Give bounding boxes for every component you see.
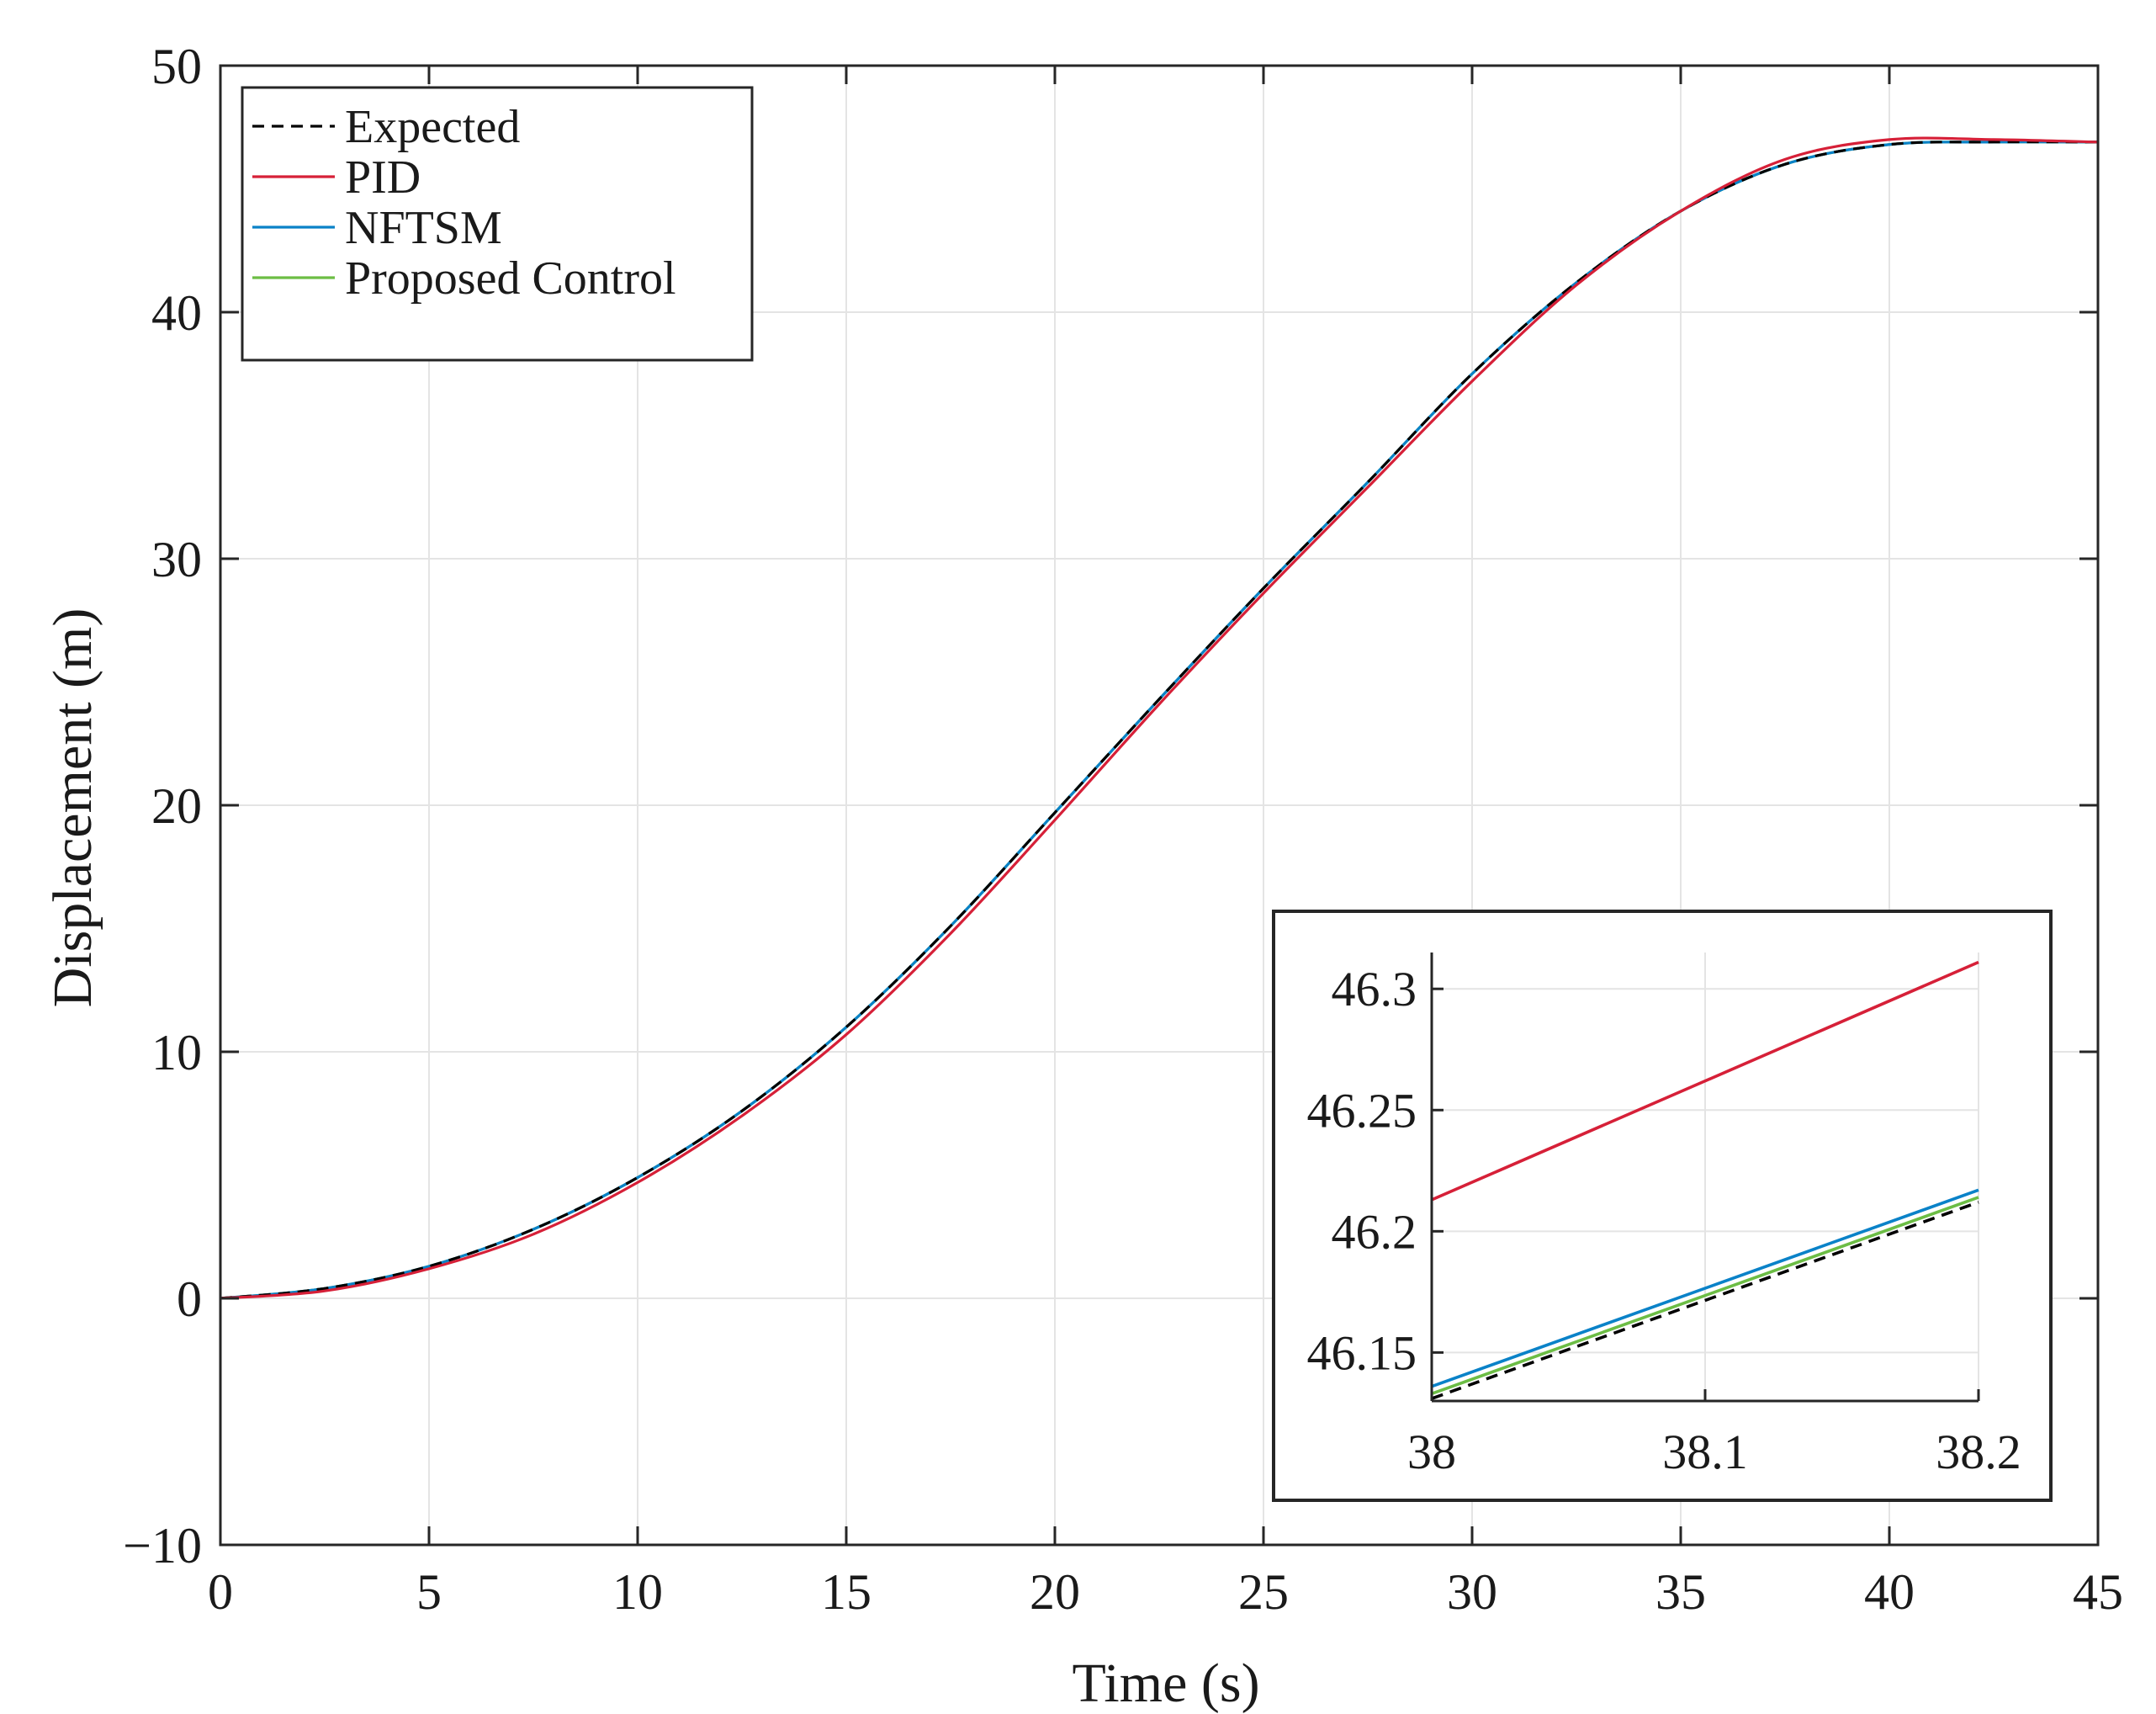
main-x-tick-label: 5: [416, 1564, 442, 1620]
main-x-tick-label: 20: [1030, 1564, 1080, 1620]
main-x-tick-label: 0: [208, 1564, 233, 1620]
inset-tick-labels: 38 38.1 38.2 46.15 46.2 46.25 46.3: [1307, 962, 2021, 1479]
inset-x-tick-label: 38.1: [1662, 1425, 1748, 1479]
main-x-tick-label: 15: [821, 1564, 871, 1620]
inset-zoom-panel: 38 38.1 38.2 46.15 46.2 46.25 46.3: [1272, 910, 2053, 1502]
legend-label-proposed-control: Proposed Control: [345, 252, 676, 305]
inset-series-line-nftsm: [1431, 1188, 1979, 1388]
x-axis-title: Time (s): [1072, 1653, 1259, 1714]
main-x-tick-label: 35: [1655, 1564, 1706, 1620]
main-x-tick-label: 10: [612, 1564, 663, 1620]
main-x-tick-label: 30: [1447, 1564, 1497, 1620]
inset-y-tick-label: 46.15: [1307, 1325, 1417, 1380]
main-y-tick-label: 20: [151, 778, 202, 834]
legend-box: [241, 86, 754, 362]
inset-series-line-expected: [1431, 1201, 1979, 1400]
main-y-tick-label: −10: [123, 1518, 202, 1573]
inset-y-tick-label: 46.2: [1332, 1204, 1417, 1259]
main-y-tick-label: 30: [151, 532, 202, 587]
legend-label-nftsm: NFTSM: [345, 202, 502, 254]
main-y-tick-label: 50: [151, 39, 202, 94]
main-x-tick-label: 45: [2073, 1564, 2123, 1620]
main-x-tick-label: 25: [1238, 1564, 1289, 1620]
inset-x-tick-label: 38: [1407, 1425, 1456, 1479]
main-series-line-expected: [220, 141, 2099, 1300]
legend-label-pid: PID: [345, 151, 421, 204]
inset-series-line-proposed-control: [1431, 1196, 1979, 1396]
inset-axes: [1430, 953, 1980, 1403]
inset-y-tick-label: 46.25: [1307, 1083, 1417, 1138]
legend-label-expected: Expected: [345, 101, 520, 153]
inset-y-tick-label: 46.3: [1332, 962, 1417, 1016]
main-x-tick-label: 40: [1864, 1564, 1915, 1620]
main-y-tick-label: 10: [151, 1025, 202, 1080]
main-y-tick-label: 0: [177, 1271, 202, 1327]
inset-series-line-pid: [1431, 960, 1979, 1202]
inset-x-tick-label: 38.2: [1936, 1425, 2021, 1479]
main-series-lines: [220, 136, 2099, 1300]
y-axis-title: Displacement (m): [42, 608, 103, 1008]
main-series-line-pid: [220, 136, 2099, 1300]
main-y-tick-label: 40: [151, 285, 202, 341]
main-tick-marks: [219, 64, 2100, 1547]
inset-series-lines: [1431, 960, 1979, 1400]
